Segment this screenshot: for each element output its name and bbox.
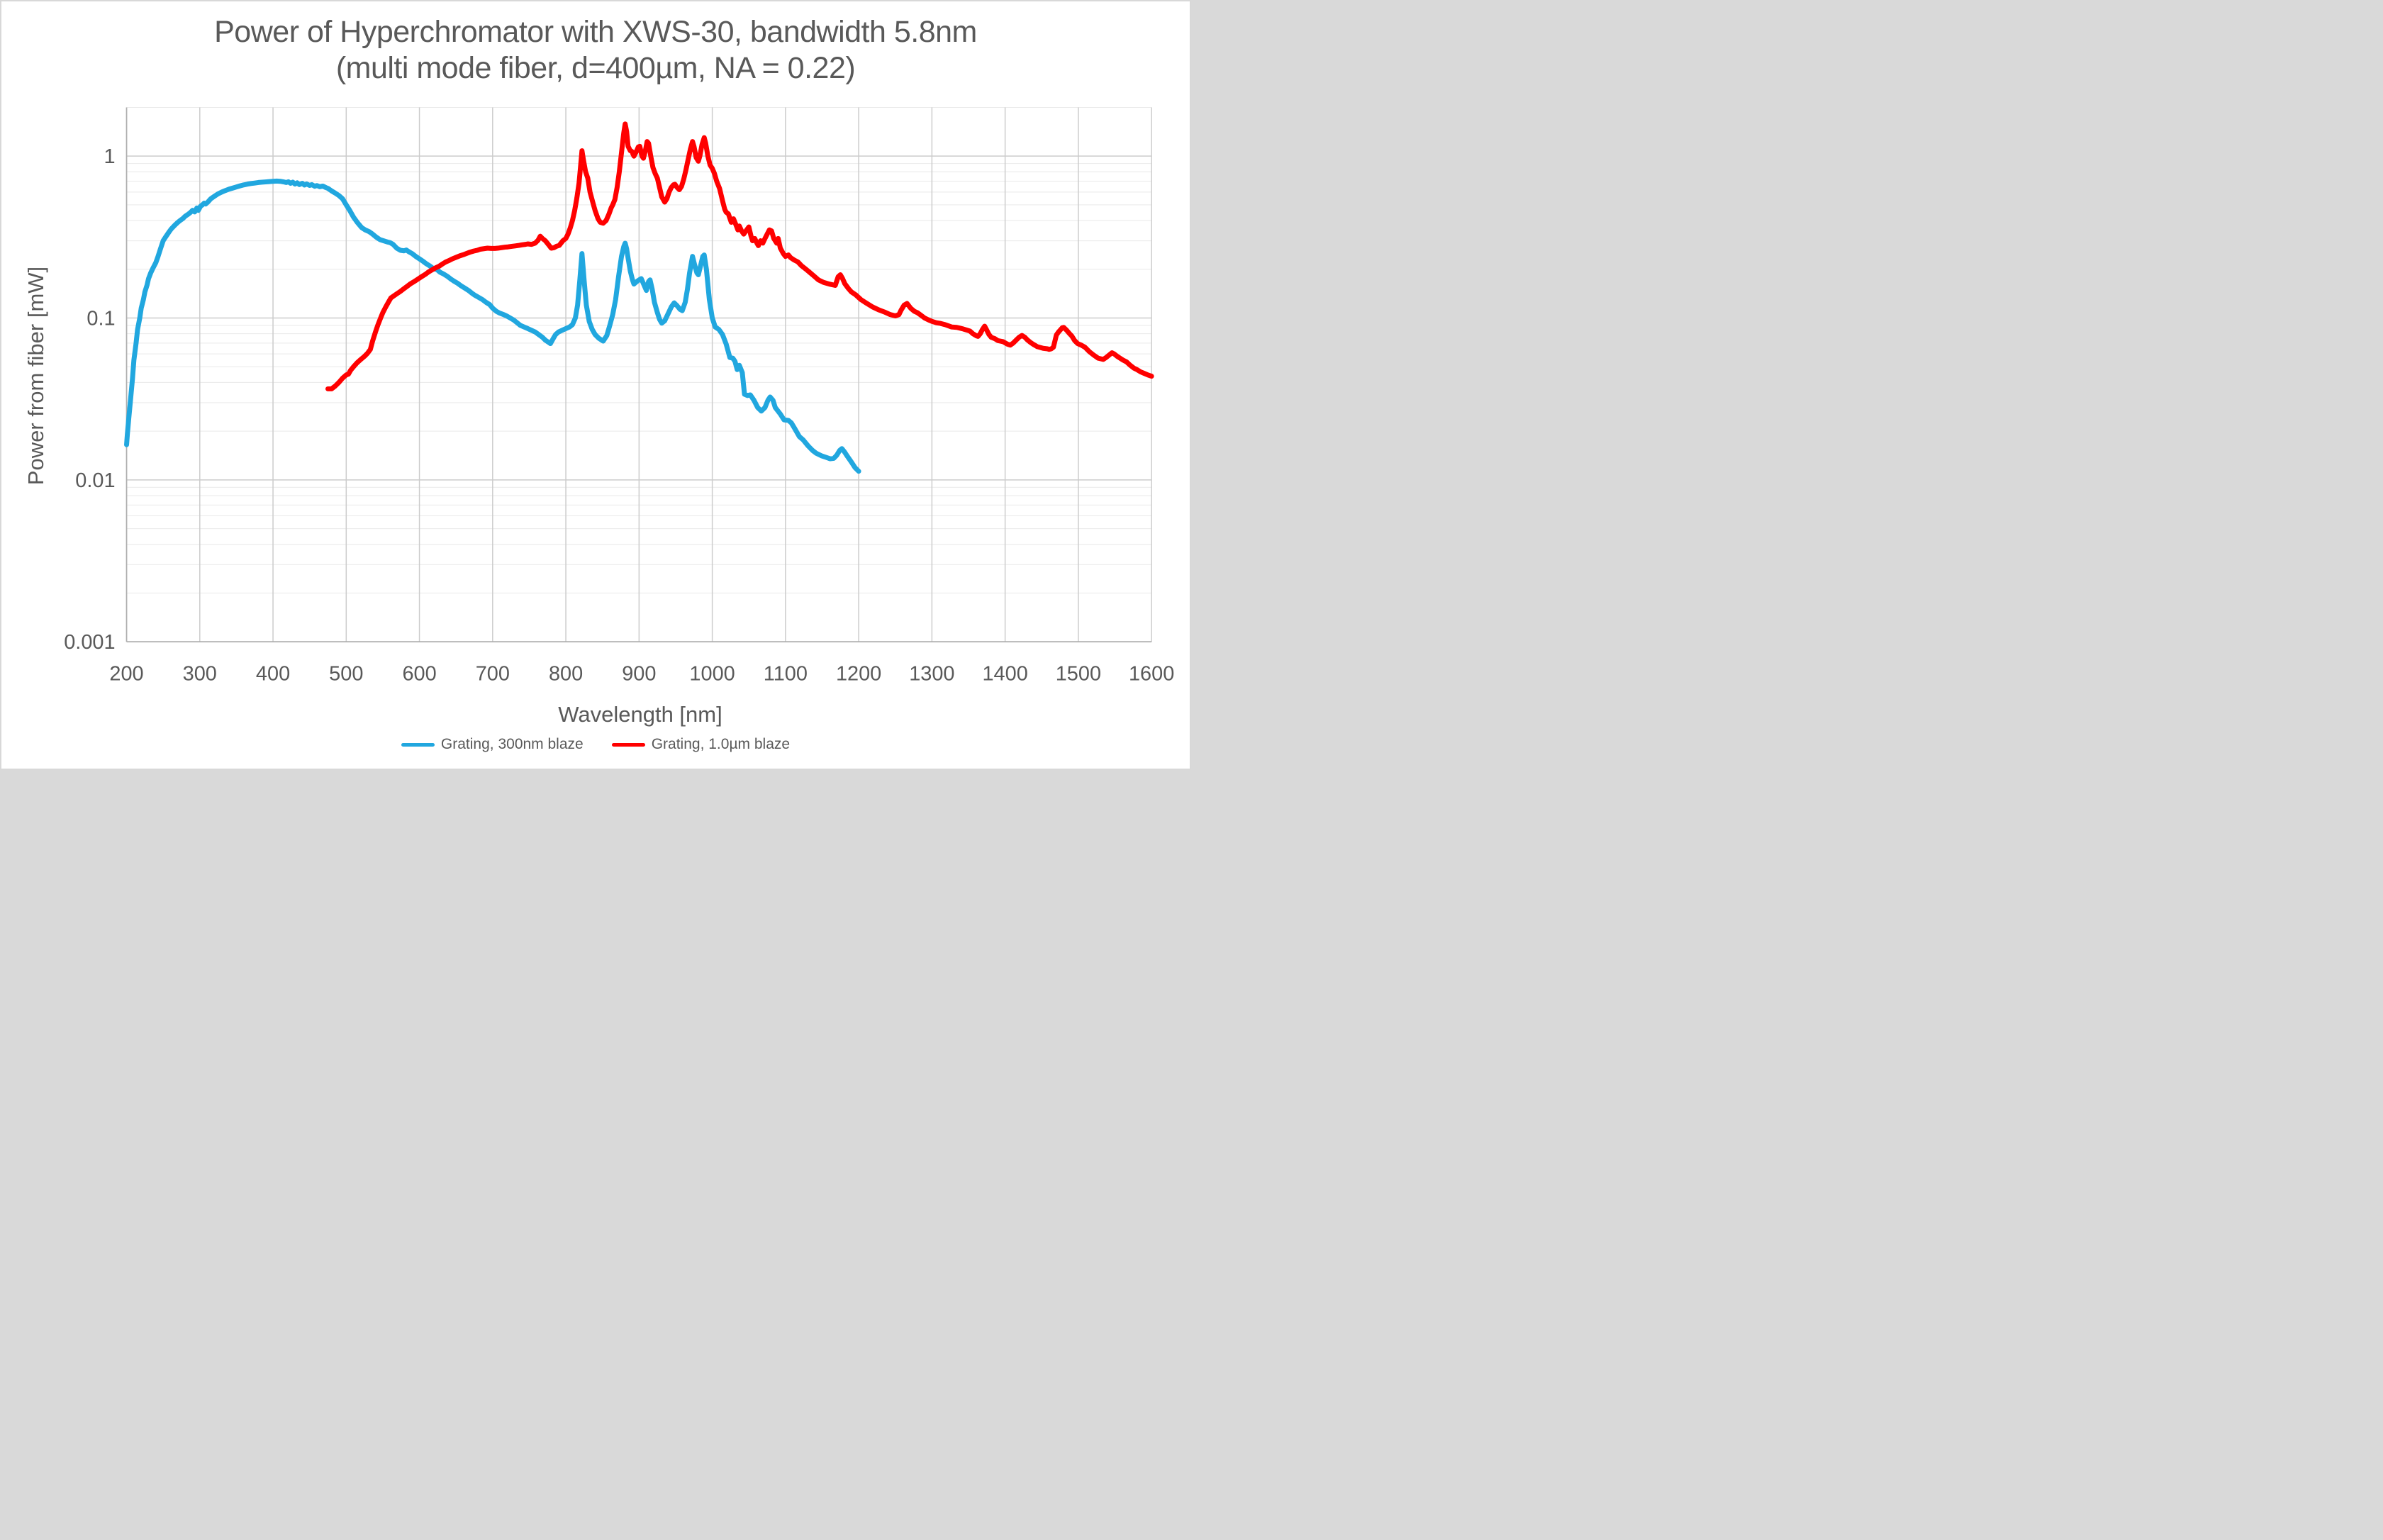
y-tick-label: 1 bbox=[104, 145, 115, 168]
series-line-1 bbox=[325, 121, 1154, 391]
y-axis-title: Power from fiber [mW] bbox=[23, 266, 48, 486]
gridlines-major bbox=[126, 107, 1152, 642]
x-tick-label: 1600 bbox=[1129, 662, 1174, 685]
x-tick-label: 300 bbox=[183, 662, 217, 685]
chart-canvas: 1 0.1 0.01 0.001 200 300 400 500 600 700 800 900 10… bbox=[0, 0, 1191, 770]
legend: Grating, 300nm blaze Grating, 1.0µm blaz… bbox=[1, 736, 1190, 753]
y-tick-labels: 1 0.1 0.01 0.001 bbox=[64, 145, 115, 654]
series-line-0 bbox=[124, 178, 861, 474]
y-tick-label: 0.1 bbox=[86, 307, 115, 330]
x-axis-title: Wavelength [nm] bbox=[558, 702, 722, 727]
legend-item-grating-300nm: Grating, 300nm blaze bbox=[401, 736, 584, 753]
x-tick-label: 1100 bbox=[764, 662, 808, 685]
chart-title-line2: (multi mode fiber, d=400µm, NA = 0.22) bbox=[335, 51, 856, 85]
legend-label: Grating, 300nm blaze bbox=[440, 736, 584, 752]
x-tick-label: 700 bbox=[476, 662, 510, 685]
legend-swatch-blue-line-icon bbox=[401, 742, 435, 747]
y-tick-label: 0.001 bbox=[64, 631, 115, 654]
x-tick-labels: 200 300 400 500 600 700 800 900 1000 1100 1200 1300… bbox=[109, 662, 1174, 685]
x-tick-label: 1400 bbox=[982, 662, 1027, 685]
chart-title: Power of Hyperchromator with XWS-30, ban… bbox=[1, 14, 1190, 87]
x-tick-label: 200 bbox=[109, 662, 143, 685]
legend-item-grating-1um: Grating, 1.0µm blaze bbox=[611, 736, 791, 753]
x-tick-label: 600 bbox=[402, 662, 436, 685]
x-tick-label: 800 bbox=[549, 662, 583, 685]
x-tick-label: 400 bbox=[256, 662, 290, 685]
legend-swatch-red-line-icon bbox=[611, 742, 645, 747]
axis-lines bbox=[125, 107, 1152, 643]
chart-title-line1: Power of Hyperchromator with XWS-30, ban… bbox=[214, 15, 977, 49]
x-tick-label: 500 bbox=[329, 662, 363, 685]
y-tick-label: 0.01 bbox=[75, 469, 115, 492]
legend-label: Grating, 1.0µm blaze bbox=[651, 736, 791, 752]
series-lines bbox=[124, 121, 1154, 474]
chart-svg: 1 0.1 0.01 0.001 200 300 400 500 600 700 800 900 10… bbox=[64, 106, 1174, 685]
x-tick-label: 900 bbox=[622, 662, 656, 685]
x-tick-label: 1200 bbox=[836, 662, 881, 685]
x-tick-label: 1300 bbox=[909, 662, 954, 685]
x-tick-label: 1000 bbox=[689, 662, 735, 685]
x-tick-label: 1500 bbox=[1056, 662, 1101, 685]
